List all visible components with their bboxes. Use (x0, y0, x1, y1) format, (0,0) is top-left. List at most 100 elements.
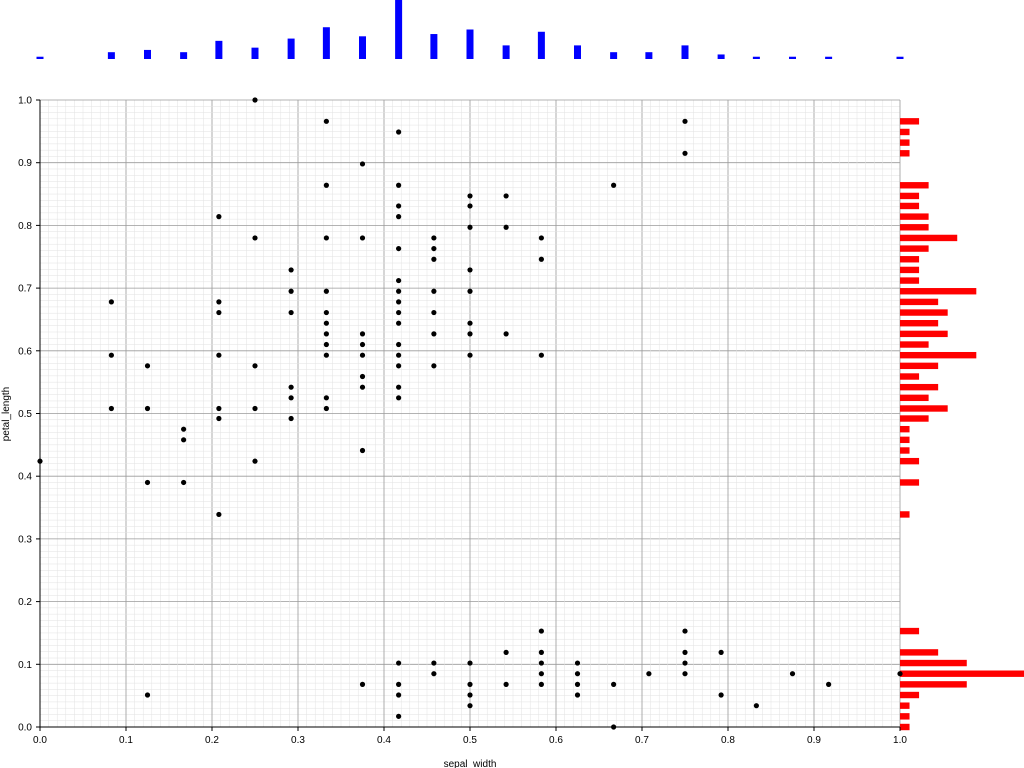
scatter-point (216, 415, 222, 422)
scatter-point (467, 320, 473, 326)
scatter-point (826, 681, 832, 687)
scatter-point (396, 320, 402, 326)
x-tick-label: 0.3 (291, 735, 305, 746)
x-tick-label: 0.6 (549, 735, 563, 746)
scatter-point (611, 681, 617, 687)
scatter-point (323, 309, 329, 316)
y-histogram-bar (900, 627, 920, 635)
y-tick-label: 0.5 (18, 409, 32, 420)
scatter-point (288, 267, 294, 273)
scatter-point (753, 703, 759, 709)
x-tick-label: 0.8 (721, 735, 735, 746)
axis-labels: sepal_width petal_length (1, 387, 496, 768)
y-histogram-bar (900, 373, 920, 380)
scatter-point (396, 341, 402, 348)
scatter-point (252, 363, 258, 369)
scatter-point (252, 235, 258, 241)
x-tick-label: 0.7 (635, 735, 649, 746)
scatter-point (288, 415, 294, 422)
scatter-point (646, 671, 652, 677)
x-histogram-bar (574, 45, 581, 59)
y-histogram-bar (900, 320, 939, 327)
scatter-point (216, 299, 222, 305)
x-histogram-bar (896, 56, 904, 59)
scatter-point (574, 692, 581, 698)
scatter-point (323, 118, 329, 124)
y-axis-label: petal_length (1, 387, 12, 442)
y-histogram-bar (900, 351, 977, 359)
x-histogram-bar (430, 34, 438, 59)
scatter-point (396, 363, 402, 369)
scatter-point (431, 309, 437, 316)
scatter-point (789, 671, 796, 677)
scatter-point (396, 277, 402, 284)
scatter-point (359, 384, 366, 390)
scatter-point (216, 214, 222, 220)
scatter-point (144, 479, 151, 486)
y-tick-label: 0.3 (18, 534, 32, 545)
x-tick-label: 0.4 (377, 735, 391, 746)
x-histogram-bar (144, 49, 151, 59)
scatter-point (323, 341, 329, 348)
x-tick-label: 1.0 (893, 735, 907, 746)
x-tick-label: 0.1 (119, 735, 133, 746)
y-histogram-bar (900, 405, 948, 412)
scatter-point (396, 681, 402, 687)
scatter-point (431, 235, 437, 241)
x-histogram-bar (359, 36, 366, 59)
scatter-point (359, 373, 366, 380)
y-tick-label: 0.4 (18, 472, 32, 483)
y-marginal-histogram (900, 118, 1024, 731)
y-histogram-bar (900, 511, 910, 518)
y-tick-label: 0.0 (18, 723, 32, 734)
scatter-point (467, 660, 473, 666)
scatter-point (503, 331, 509, 337)
scatter-point (144, 363, 151, 369)
scatter-point (396, 660, 402, 666)
scatter-point (396, 182, 402, 188)
scatter-point (538, 671, 544, 677)
x-histogram-bar (287, 38, 295, 59)
scatter-point (216, 405, 222, 412)
scatter-point (37, 458, 43, 464)
x-histogram-bar (717, 54, 725, 59)
scatter-point (252, 405, 258, 412)
scatter-point (611, 724, 617, 730)
scatter-point (503, 224, 509, 230)
y-histogram-bar (900, 394, 929, 402)
scatter-point (431, 288, 437, 294)
x-histogram-bar (180, 52, 188, 59)
scatter-point (503, 649, 509, 655)
y-histogram-bar (900, 128, 910, 136)
scatter-point (396, 299, 402, 305)
scatter-point (718, 692, 724, 698)
y-tick-label: 0.6 (18, 346, 32, 357)
x-tick-label: 0.9 (807, 735, 821, 746)
scatter-point (323, 182, 329, 188)
scatter-point (538, 681, 544, 687)
scatter-point (396, 214, 402, 220)
scatter-point (108, 352, 114, 358)
scatter-point (396, 245, 402, 252)
scatter-point (467, 193, 473, 199)
y-histogram-bar (900, 702, 910, 709)
scatter-point (396, 384, 402, 390)
y-histogram-bar (900, 234, 958, 242)
scatter-point (288, 395, 294, 401)
y-histogram-bar (900, 224, 929, 231)
x-histogram-bar (107, 52, 115, 59)
scatter-point (682, 628, 688, 634)
scatter-point (538, 256, 544, 262)
y-histogram-bar (900, 649, 939, 656)
x-histogram-bar (466, 29, 474, 59)
scatter-point (574, 671, 581, 677)
y-histogram-bar (900, 681, 967, 688)
scatter-point (252, 458, 258, 464)
scatter-point (538, 660, 544, 666)
y-histogram-bar (900, 723, 910, 731)
scatter-point (181, 479, 187, 486)
scatter-point (252, 97, 258, 103)
scatter-point (288, 288, 294, 294)
scatter-point (359, 681, 366, 687)
scatter-point (216, 511, 222, 518)
